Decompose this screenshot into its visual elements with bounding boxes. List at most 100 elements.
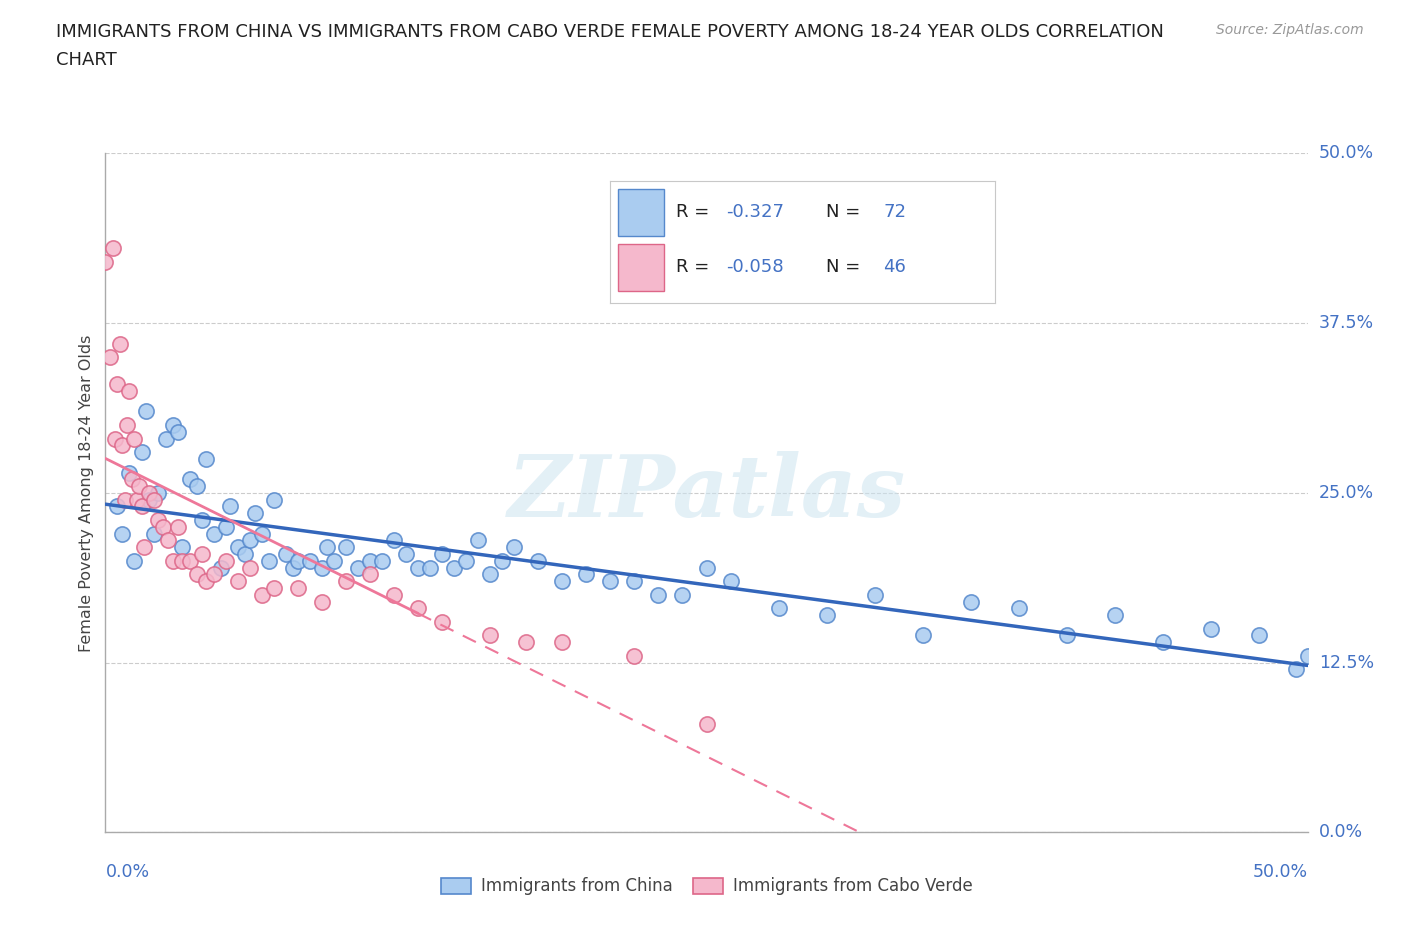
Point bbox=[233, 547, 256, 562]
Point bbox=[720, 574, 742, 589]
Point bbox=[443, 560, 465, 575]
Point bbox=[623, 648, 645, 663]
Point bbox=[647, 588, 669, 603]
Point bbox=[395, 547, 418, 562]
Text: CHART: CHART bbox=[56, 51, 117, 69]
Point bbox=[1284, 662, 1306, 677]
Text: 0.0%: 0.0% bbox=[1319, 823, 1362, 842]
Point bbox=[118, 465, 141, 480]
Text: 0.0%: 0.0% bbox=[105, 863, 149, 881]
Point bbox=[315, 539, 337, 554]
Point bbox=[335, 574, 357, 589]
Legend: Immigrants from China, Immigrants from Cabo Verde: Immigrants from China, Immigrants from C… bbox=[434, 870, 979, 902]
Point bbox=[138, 485, 160, 500]
Point bbox=[155, 432, 177, 446]
Point bbox=[1201, 621, 1223, 636]
Point bbox=[479, 567, 502, 582]
Point bbox=[1104, 607, 1126, 622]
Point bbox=[111, 526, 134, 541]
Point bbox=[419, 560, 441, 575]
Point bbox=[768, 601, 790, 616]
Point bbox=[287, 580, 309, 595]
Point bbox=[156, 533, 179, 548]
Point bbox=[132, 539, 155, 554]
Point bbox=[382, 533, 405, 548]
Point bbox=[406, 560, 429, 575]
Point bbox=[467, 533, 489, 548]
Point bbox=[148, 512, 170, 527]
Point bbox=[263, 492, 285, 507]
Point bbox=[287, 553, 309, 568]
Point bbox=[226, 539, 249, 554]
Point bbox=[135, 404, 157, 418]
Point bbox=[195, 452, 218, 467]
Text: 12.5%: 12.5% bbox=[1319, 654, 1374, 671]
Point bbox=[1008, 601, 1031, 616]
Point bbox=[209, 560, 232, 575]
Point bbox=[190, 547, 212, 562]
Point bbox=[172, 553, 194, 568]
Text: ZIPatlas: ZIPatlas bbox=[508, 451, 905, 535]
Point bbox=[863, 588, 886, 603]
Point bbox=[114, 492, 136, 507]
Point bbox=[430, 615, 453, 630]
Point bbox=[1296, 648, 1319, 663]
Point bbox=[131, 445, 153, 459]
Point bbox=[104, 432, 127, 446]
Point bbox=[815, 607, 838, 622]
Point bbox=[121, 472, 143, 486]
Point bbox=[202, 526, 225, 541]
Point bbox=[125, 492, 148, 507]
Point bbox=[108, 336, 131, 351]
Point bbox=[131, 499, 153, 514]
Point bbox=[124, 553, 146, 568]
Point bbox=[298, 553, 321, 568]
Point bbox=[219, 499, 242, 514]
Point bbox=[430, 547, 453, 562]
Point bbox=[250, 588, 273, 603]
Point bbox=[454, 553, 477, 568]
Point bbox=[195, 574, 218, 589]
Point bbox=[250, 526, 273, 541]
Point bbox=[527, 553, 550, 568]
Point bbox=[152, 519, 174, 534]
Point bbox=[1056, 628, 1078, 643]
Y-axis label: Female Poverty Among 18-24 Year Olds: Female Poverty Among 18-24 Year Olds bbox=[79, 334, 94, 652]
Point bbox=[1152, 635, 1174, 650]
Point bbox=[142, 526, 165, 541]
Point bbox=[179, 553, 201, 568]
Point bbox=[335, 539, 357, 554]
Point bbox=[696, 716, 718, 731]
Text: 25.0%: 25.0% bbox=[1319, 484, 1374, 502]
Point bbox=[186, 567, 208, 582]
Point bbox=[515, 635, 537, 650]
Point bbox=[148, 485, 170, 500]
Point bbox=[1249, 628, 1271, 643]
Point bbox=[696, 560, 718, 575]
Point bbox=[142, 492, 165, 507]
Point bbox=[162, 418, 184, 432]
Point bbox=[575, 567, 598, 582]
Point bbox=[911, 628, 934, 643]
Point bbox=[115, 418, 138, 432]
Point bbox=[551, 574, 574, 589]
Point bbox=[101, 241, 124, 256]
Point bbox=[138, 492, 160, 507]
Point bbox=[186, 479, 208, 494]
Point bbox=[551, 635, 574, 650]
Point bbox=[263, 580, 285, 595]
Point bbox=[128, 479, 150, 494]
Point bbox=[214, 519, 236, 534]
Point bbox=[107, 377, 129, 392]
Point bbox=[322, 553, 344, 568]
Text: 50.0%: 50.0% bbox=[1253, 863, 1308, 881]
Point bbox=[491, 553, 513, 568]
Point bbox=[599, 574, 621, 589]
Point bbox=[960, 594, 983, 609]
Point bbox=[243, 506, 266, 521]
Point bbox=[111, 438, 134, 453]
Point bbox=[274, 547, 297, 562]
Point bbox=[239, 560, 262, 575]
Point bbox=[98, 350, 121, 365]
Point bbox=[406, 601, 429, 616]
